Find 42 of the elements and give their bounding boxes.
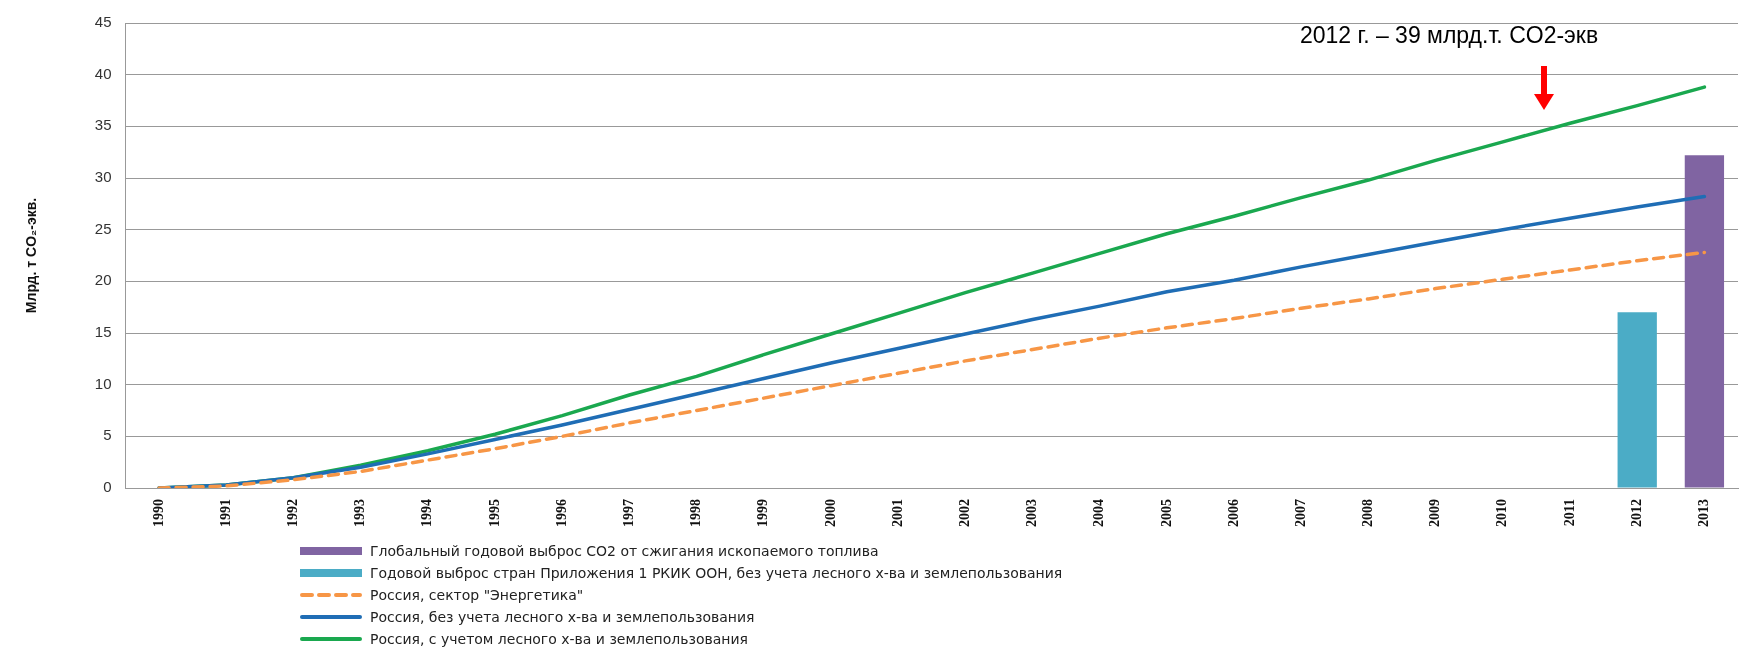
legend-label: Россия, с учетом лесного х-ва и землепользования: [370, 630, 748, 649]
y-tick-label: 0: [103, 478, 112, 496]
x-tick-label: 1995: [486, 499, 502, 527]
y-axis-title: Млрд. т CO₂-экв.: [23, 197, 40, 314]
y-tick-label: 20: [94, 271, 112, 289]
x-tick-label: 2006: [1225, 499, 1241, 527]
x-tick-label: 2002: [956, 499, 972, 527]
y-tick-label: 35: [94, 116, 112, 134]
x-tick-label: 1998: [688, 499, 704, 527]
x-tick-label: 2001: [889, 499, 905, 527]
y-tick-label: 40: [94, 64, 112, 82]
y-tick-label: 45: [94, 13, 112, 31]
x-tick-label: 1990: [150, 499, 166, 527]
x-tick-label: 2012: [1628, 499, 1644, 527]
y-tick-label: 15: [94, 323, 112, 341]
legend-label: Россия, без учета лесного х-ва и землепользования: [370, 608, 755, 627]
x-tick-label: 2009: [1427, 499, 1443, 527]
annotation: 2012 г. – 39 млрд.т. CO2-экв: [1300, 22, 1599, 49]
x-tick-label: 2011: [1561, 499, 1577, 527]
y-tick-label: 5: [103, 426, 112, 444]
y-tick-label: 30: [94, 168, 112, 186]
y-tick-label: 25: [94, 219, 112, 237]
x-tick-label: 1996: [553, 499, 569, 527]
x-tick-label: 2003: [1024, 499, 1040, 527]
x-tick-label: 1991: [217, 499, 233, 527]
y-tick-label: 10: [94, 374, 112, 392]
x-tick-label: 2008: [1360, 499, 1376, 527]
line-series: [157, 250, 1707, 488]
legend-label: Годовой выброс стран Приложения 1 РКИК ООН, без учета лесного х-ва и землепользования: [370, 564, 1063, 583]
x-tick-label: 1992: [285, 499, 301, 527]
x-tick-label: 1994: [419, 499, 435, 527]
x-tick-label: 2013: [1696, 499, 1712, 527]
legend-label: Россия, сектор "Энергетика": [370, 586, 584, 605]
x-tick-label: 2010: [1494, 499, 1510, 527]
x-tick-label: 2007: [1292, 499, 1308, 527]
legend-label: Глобальный годовой выброс CO2 от сжигания ископаемого топлива: [370, 542, 879, 561]
x-tick-label: 1997: [621, 499, 637, 527]
x-tick-label: 2004: [1091, 499, 1107, 527]
x-tick-label: 1999: [755, 499, 771, 527]
x-tick-label: 1993: [352, 499, 368, 527]
x-tick-label: 2000: [822, 499, 838, 527]
x-tick-label: 2005: [1158, 499, 1174, 527]
